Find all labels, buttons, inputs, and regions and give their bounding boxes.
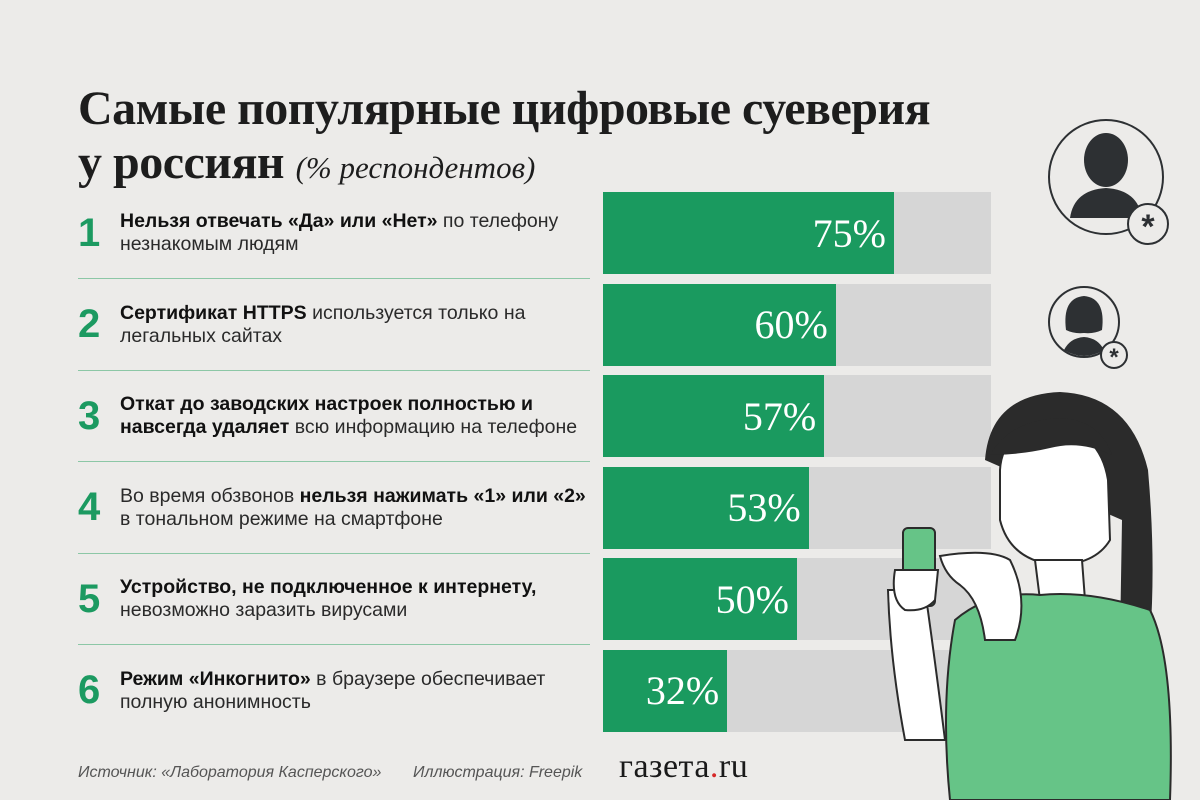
item-description: Режим «Инкогнито» в браузере обеспечивае…: [120, 668, 590, 714]
description-bold-text: Откат до заводских настроек полностью и …: [120, 393, 533, 438]
list-item: 6 Режим «Инкогнито» в браузере обеспечива…: [78, 646, 590, 736]
list-item: 1 Нельзя отвечать «Да» или «Нет» по телеф…: [78, 188, 590, 279]
bar-track: 50%: [603, 558, 991, 640]
bar: [603, 192, 894, 274]
page-title: Самые популярные цифровые суеверия у рос…: [78, 82, 958, 195]
item-description: Нельзя отвечать «Да» или «Нет» по телефо…: [120, 210, 590, 256]
brand-name: газета: [619, 748, 710, 785]
item-number: 6: [78, 668, 101, 712]
list-item: 2 Сертификат HTTPS используется только на…: [78, 280, 590, 371]
title-subtitle: (% респондентов): [295, 150, 536, 186]
description-text: всю информацию на телефоне: [289, 416, 578, 438]
bar-track: 32%: [603, 649, 991, 732]
bar-track: 57%: [603, 375, 991, 457]
item-description: Во время обзвонов нельзя нажимать «1» ил…: [120, 485, 590, 531]
brand-logo[interactable]: газета.ru: [619, 748, 748, 786]
brand-dot: .: [709, 748, 719, 785]
item-number: 4: [78, 485, 101, 529]
list-item: 5 Устройство, не подключенное к интернету…: [78, 554, 590, 645]
item-number: 5: [78, 576, 101, 621]
description-text: невозможно заразить вирусами: [120, 599, 408, 621]
title-main: Самые популярные цифровые суеверия у рос…: [78, 82, 931, 190]
asterisk-icon: *: [1100, 341, 1128, 371]
bar-track: 75%: [603, 192, 991, 274]
description-bold-text: Сертификат HTTPS: [120, 301, 307, 324]
bar: [603, 466, 809, 549]
bar: [603, 283, 836, 366]
item-number: 3: [78, 393, 101, 438]
bar: [603, 649, 728, 732]
item-description: Сертификат HTTPS используется только на …: [120, 302, 590, 348]
female-user-icon: [1048, 286, 1120, 358]
description-text: в браузере обеспечивает полную анонимнос…: [120, 667, 546, 713]
bar: [603, 375, 825, 457]
bar-value-label: 57%: [742, 393, 817, 439]
list-item: 3 Откат до заводских настроек полностью и…: [78, 371, 590, 462]
svg-text:*: *: [1141, 208, 1155, 246]
bar-value-label: 32%: [645, 668, 720, 713]
description-text: в тональном режиме на смартфоне: [120, 507, 443, 530]
description-bold-text: Устройство, не подключенное к интернету,: [120, 576, 537, 598]
description-text: Во время обзвонов: [120, 484, 300, 507]
bar-value-label: 53%: [727, 485, 801, 530]
list-item: 4 Во время обзвонов нельзя нажимать «1» и…: [78, 463, 590, 554]
asterisk-icon: *: [1127, 203, 1169, 246]
brand-tld: ru: [718, 748, 749, 785]
item-number: 1: [78, 210, 101, 255]
illustration-credit: Иллюстрация: Freepik: [413, 764, 583, 781]
svg-text:*: *: [1109, 344, 1119, 371]
item-number: 2: [78, 302, 101, 346]
description-text: используется только на легальных сайтах: [120, 301, 526, 347]
description-text: по телефону незнакомым людям: [120, 210, 559, 255]
bar-value-label: 50%: [715, 576, 789, 622]
male-user-icon: [1048, 119, 1164, 235]
bar-track: 53%: [603, 466, 991, 549]
source-note: Источник: «Лаборатория Касперского»: [78, 764, 382, 781]
item-description: Откат до заводских настроек полностью и …: [120, 393, 590, 439]
item-description: Устройство, не подключенное к интернету,…: [120, 576, 590, 622]
bar-track: 60%: [603, 283, 991, 366]
bar-value-label: 75%: [812, 210, 886, 256]
description-bold-text: Нельзя отвечать «Да» или «Нет»: [120, 210, 438, 232]
description-bold-text: нельзя нажимать «1» или «2»: [299, 484, 586, 507]
bar: [603, 558, 797, 640]
bar-value-label: 60%: [754, 302, 828, 347]
description-bold-text: Режим «Инкогнито»: [120, 667, 311, 690]
